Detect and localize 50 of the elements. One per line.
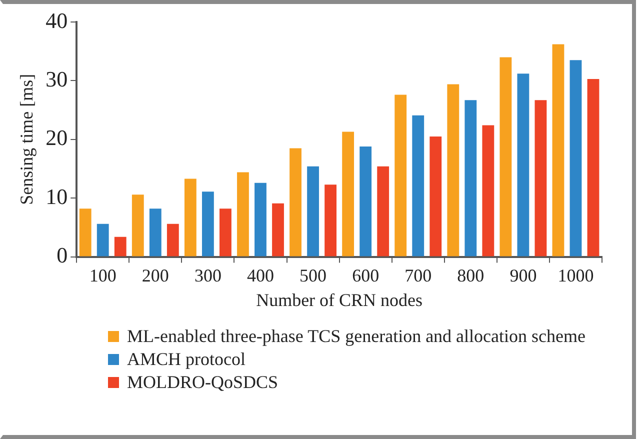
x-tick-label: 1000 — [558, 265, 594, 286]
y-tick-label: 10 — [46, 184, 68, 209]
bar — [149, 208, 162, 256]
y-axis-title: Sensing time [ms] — [16, 74, 37, 205]
bar — [447, 84, 460, 256]
x-tick-label: 500 — [300, 265, 327, 286]
bar — [290, 148, 302, 256]
legend-label: MOLDRO-QoSDCS — [127, 372, 278, 393]
bar — [114, 236, 126, 256]
bar — [570, 60, 582, 256]
legend-label: ML-enabled three-phase TCS generation and allocation scheme — [127, 326, 586, 347]
bar — [237, 172, 249, 256]
x-tick-label: 700 — [404, 265, 432, 286]
bar — [377, 166, 390, 256]
x-tick-label: 100 — [89, 265, 116, 286]
bar — [342, 132, 354, 256]
bar — [184, 178, 196, 256]
legend-label: AMCH protocol — [127, 349, 246, 370]
y-tick-label: 0 — [56, 242, 68, 268]
bar — [272, 203, 284, 256]
bar — [394, 94, 407, 256]
bar — [166, 224, 179, 256]
x-tick-label: 800 — [457, 265, 484, 286]
x-tick-label: 200 — [142, 265, 169, 286]
bar — [552, 44, 564, 256]
bar — [254, 182, 266, 256]
bar — [220, 208, 232, 256]
bar — [360, 146, 372, 256]
bar — [534, 100, 547, 256]
bar — [202, 192, 214, 256]
bar — [324, 184, 336, 256]
bar — [482, 125, 494, 256]
y-tick-label: 20 — [46, 125, 68, 150]
bar — [96, 224, 109, 256]
bar — [517, 74, 530, 256]
x-axis-title: Number of CRN nodes — [256, 290, 423, 310]
bar — [307, 166, 319, 256]
y-tick-label: 40 — [46, 8, 68, 33]
bar — [412, 115, 424, 256]
bar — [500, 57, 512, 256]
bar — [132, 194, 144, 256]
y-tick-label: 30 — [46, 66, 68, 92]
x-tick-label: 300 — [194, 265, 222, 286]
x-tick-label: 600 — [352, 265, 380, 286]
x-tick-label: 900 — [510, 265, 537, 286]
bar — [587, 78, 600, 256]
x-tick-label: 400 — [246, 265, 274, 286]
bar — [464, 100, 477, 256]
bar — [430, 136, 442, 256]
bar — [79, 208, 92, 256]
